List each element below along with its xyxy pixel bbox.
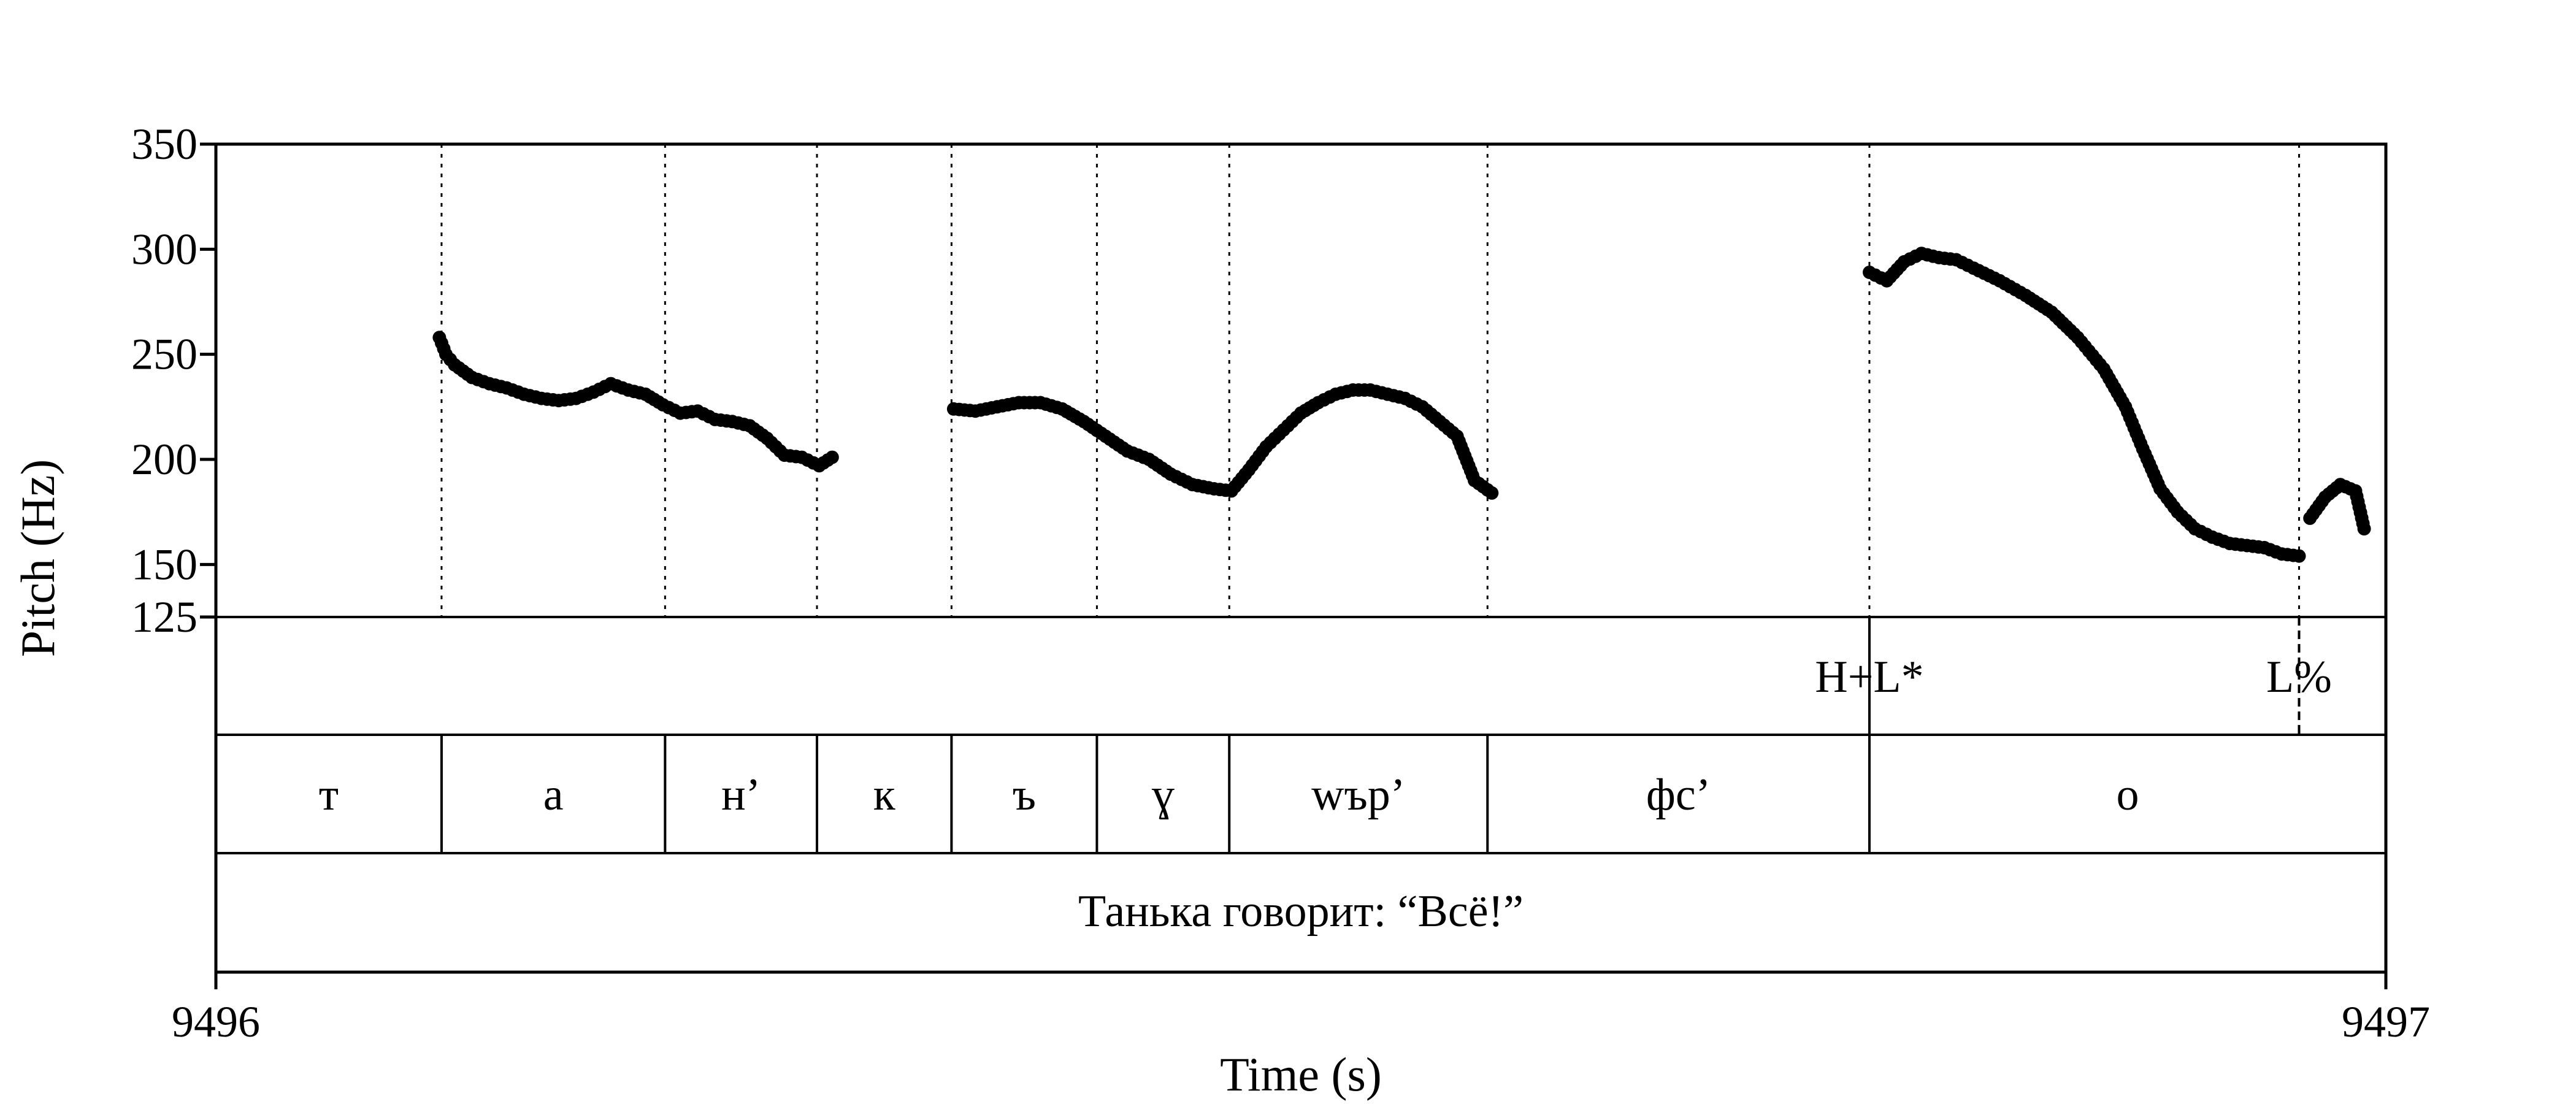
- y-axis-title: Pitch (Hz): [11, 459, 64, 657]
- x-axis: 9496 9497: [172, 972, 2430, 1046]
- segment-label: к: [873, 770, 896, 820]
- y-tick-label: 250: [131, 330, 197, 379]
- pitch-point: [825, 450, 839, 464]
- pitch-point: [2357, 522, 2371, 536]
- segment-label: фс’: [1646, 770, 1711, 820]
- sentence-label: Танька говорит: “Всё!”: [1078, 886, 1524, 937]
- segment-label: т: [319, 770, 339, 820]
- segment-label: wър’: [1311, 770, 1405, 820]
- tone-label: L%: [2266, 652, 2332, 702]
- tone-label: H+L*: [1815, 652, 1923, 702]
- y-tick-label: 125: [131, 592, 197, 642]
- x-tick-label: 9496: [172, 997, 260, 1046]
- segment-tier: т а н’ к ъ ɣ wър’ фс’ о: [319, 770, 2139, 820]
- y-tick-label: 300: [131, 224, 197, 274]
- pitch-point: [2292, 549, 2306, 563]
- y-tick-label: 200: [131, 435, 197, 484]
- segment-label: о: [2116, 770, 2139, 820]
- x-tick-label: 9497: [2342, 997, 2430, 1046]
- segment-label: ɣ: [1152, 770, 1175, 820]
- segment-label: ъ: [1013, 770, 1036, 820]
- plot-frame: [214, 142, 2388, 974]
- pitch-run-0: [432, 331, 839, 473]
- x-axis-title: Time (s): [1220, 1048, 1382, 1101]
- y-tick-label: 150: [131, 540, 197, 589]
- segment-boundaries: [440, 735, 1871, 853]
- frame-group: [214, 142, 2388, 974]
- pitch-run-3: [2303, 478, 2371, 536]
- y-tick-label: 350: [131, 120, 197, 169]
- pitch-run-2: [1863, 247, 2306, 563]
- pitch-run-1: [946, 383, 1499, 500]
- pitch-points: [432, 247, 2371, 563]
- pitch-point: [1485, 486, 1499, 500]
- segment-label: а: [543, 770, 564, 820]
- tone-tier: H+L* L%: [1815, 617, 2332, 735]
- boundary-guides: [440, 144, 2300, 617]
- segment-label: н’: [721, 770, 761, 820]
